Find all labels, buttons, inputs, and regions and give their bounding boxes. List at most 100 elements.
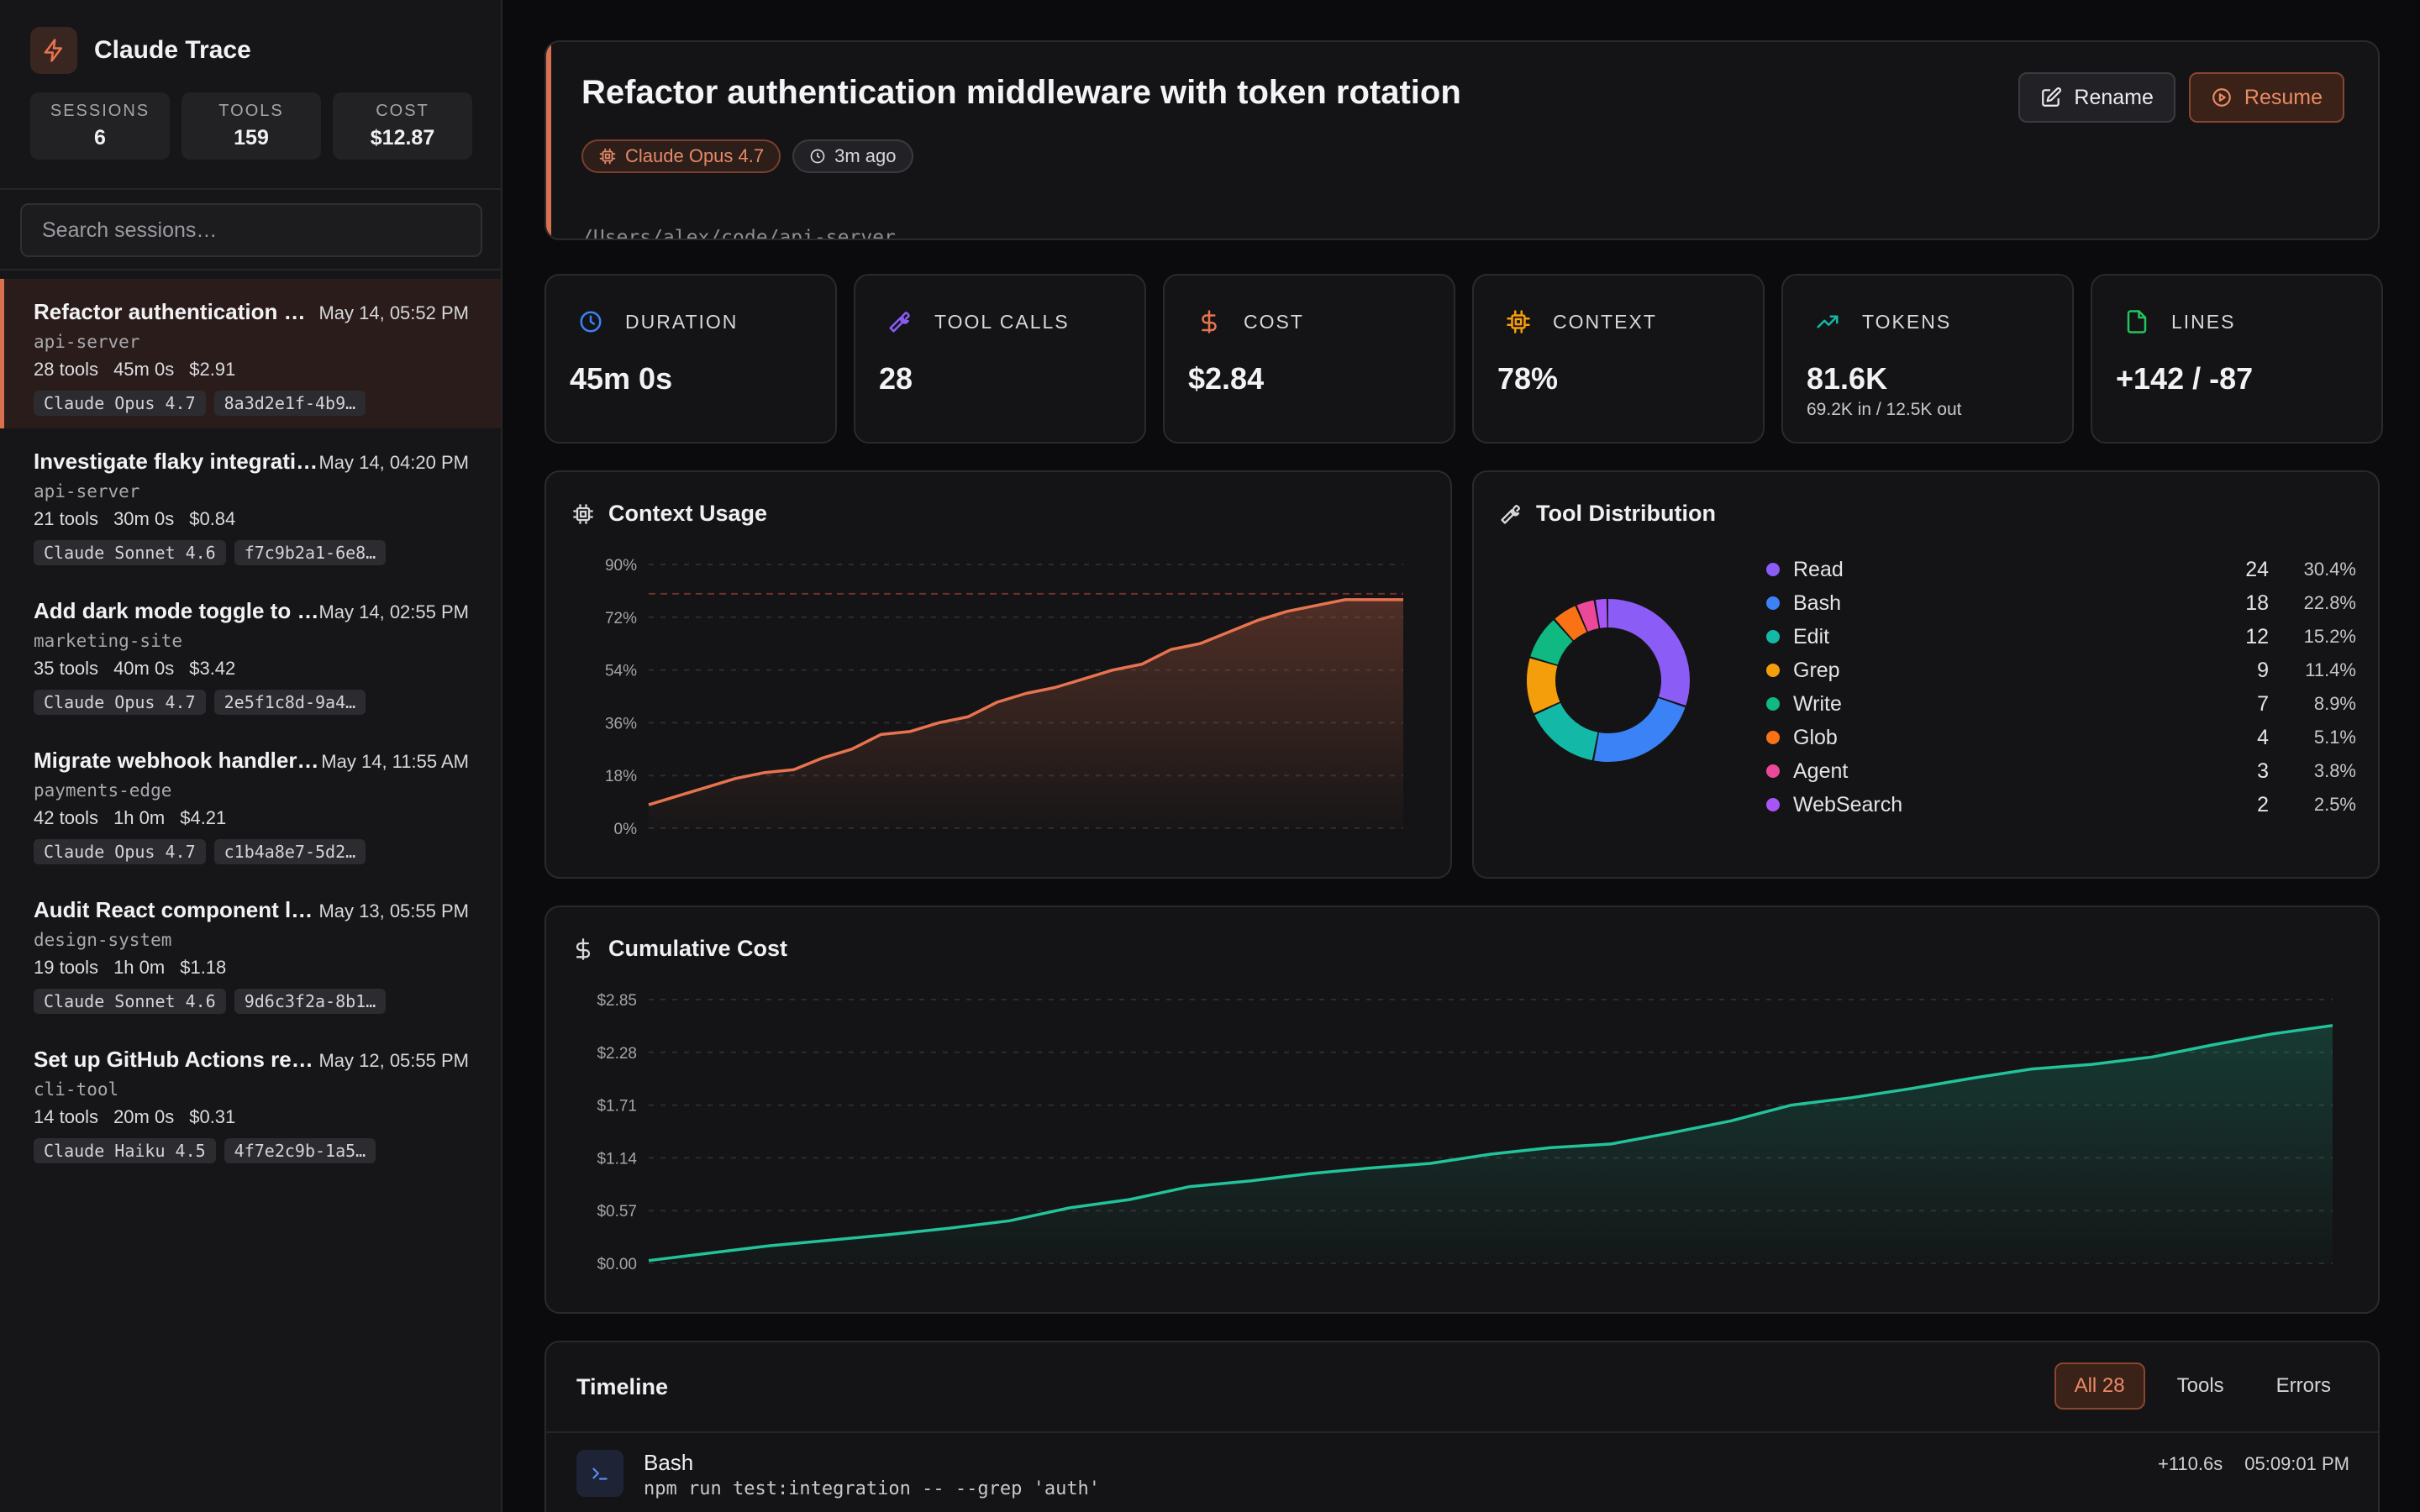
cumulative-cost-chart: $0.00 $0.57 $1.14 $1.71 $2.28 $2.85 [597,992,2335,1273]
legend-percent: 11.4% [2305,659,2356,680]
data-point [1024,691,1028,696]
session-project: marketing-site [34,631,183,651]
session-duration: 1h 0m [113,957,166,978]
chip-icon [573,503,593,524]
data-point [1285,609,1289,613]
session-tool-count: 42 tools [34,807,99,828]
donut-slice-bash[interactable] [1527,599,1690,762]
session-project: cli-tool [34,1079,119,1100]
session-id-tag: 9d6c3f2a-8b1… [234,989,387,1014]
donut-slice-read[interactable] [1527,599,1690,762]
legend-swatch [1766,596,1780,610]
data-point [2331,1023,2335,1027]
data-point [792,768,796,772]
session-cost: $2.91 [189,359,236,380]
series-line [648,1024,2333,1263]
data-point [1227,630,1231,634]
session-duration: 45m 0s [113,359,175,380]
data-point [1402,597,1406,601]
legend-label: Edit [1793,624,1830,648]
timeline-time: 05:09:01 PM [2244,1453,2349,1474]
metric-card-context: CONTEXT 78% [1472,274,1765,444]
filter-tools[interactable]: Tools [2157,1362,2244,1410]
data-point [937,721,941,725]
legend-label: Glob [1793,725,1838,749]
session-header: Refactor authentication middleware with … [544,40,2380,240]
legend-label: Write [1793,691,1842,716]
session-id-tag: c1b4a8e7-5d2… [213,839,366,864]
data-point [676,794,680,798]
rename-button[interactable]: Rename [2018,72,2175,123]
session-title: Investigate flaky integration tests [34,449,319,474]
y-tick-label: $0.00 [597,1256,637,1273]
metric-label: COST [1244,310,1304,333]
session-cost: $3.42 [189,658,236,679]
data-point [821,756,825,760]
session-project: payments-edge [34,780,172,801]
session-duration: 20m 0s [113,1106,175,1127]
data-point [2030,1067,2034,1071]
timeline-item[interactable]: Bash npm run test:integration -- --grep … [576,1450,2349,1512]
context-chart-title: Context Usage [608,501,768,526]
dollar-icon [1202,310,1217,333]
stat-value: 6 [94,126,106,150]
session-item[interactable]: Migrate webhook handlers to queue May 14… [0,727,501,877]
legend-item: Agent 3 3.8% [1766,754,2356,788]
metric-value: 81.6K [1807,361,1888,396]
divider [0,188,501,190]
data-point [1489,1152,1493,1156]
session-item[interactable]: Set up GitHub Actions release workflow M… [0,1026,501,1176]
session-model-tag: Claude Opus 4.7 [34,391,206,416]
metric-card-duration: DURATION 45m 0s [544,274,837,444]
data-point [1068,1205,1072,1210]
wrench-icon [1501,504,1521,524]
data-point [2210,1042,2214,1047]
metric-card-lines: LINES +142 / -87 [2091,274,2383,444]
y-tick-label: 90% [605,557,637,575]
data-point [947,1226,951,1231]
legend-percent: 3.8% [2313,760,2356,781]
session-model-tag: Claude Opus 4.7 [34,839,206,864]
legend-count: 2 [2257,792,2269,816]
file-icon [2127,310,2147,333]
metric-label: DURATION [625,310,739,333]
terminal-icon [576,1450,623,1497]
y-tick-label: 72% [605,610,637,627]
session-title: Refactor authentication middleware with … [34,299,318,324]
data-point [1368,1166,1372,1170]
session-cost: $4.21 [180,807,227,828]
metric-card-tokens: TOKENS 81.6K 69.2K in / 12.5K out [1781,274,2074,444]
session-item[interactable]: Add dark mode toggle to settings May 14,… [0,578,501,727]
session-item[interactable]: Refactor authentication middleware with … [0,279,501,428]
data-point [1729,1119,1733,1123]
metric-label: TOOL CALLS [934,310,1070,333]
session-title: Migrate webhook handlers to queue [34,748,319,773]
metric-card-cost: COST $2.84 [1163,274,1455,444]
resume-button[interactable]: Resume [2188,72,2344,123]
legend-swatch [1766,664,1780,677]
session-duration: 40m 0s [113,658,175,679]
session-item[interactable]: Audit React component library May 13, 05… [0,877,501,1026]
data-point [1308,1172,1313,1176]
data-point [2090,1063,2094,1067]
data-point [887,1232,892,1236]
chip-icon [599,148,616,165]
session-duration: 30m 0s [113,508,175,529]
donut-slice-grep[interactable] [1527,599,1690,762]
wrench-icon [889,312,910,333]
timeline-tool-name: Bash [644,1450,694,1475]
session-item[interactable]: Investigate flaky integration tests May … [0,428,501,578]
data-point [763,770,767,774]
data-point [1609,1142,1613,1146]
legend-item: Write 7 8.9% [1766,687,2356,721]
legend-item: Bash 18 22.8% [1766,586,2356,620]
filter-errors[interactable]: Errors [2256,1362,2351,1410]
session-tool-count: 19 tools [34,957,99,978]
filter-all[interactable]: All 28 [2054,1362,2145,1410]
session-project: design-system [34,930,172,950]
tool-chart-title: Tool Distribution [1536,501,1716,526]
session-title: Add dark mode toggle to settings [34,598,318,623]
edit-icon [2042,87,2062,107]
search-input[interactable] [20,203,482,257]
session-cost: $1.18 [180,957,227,978]
